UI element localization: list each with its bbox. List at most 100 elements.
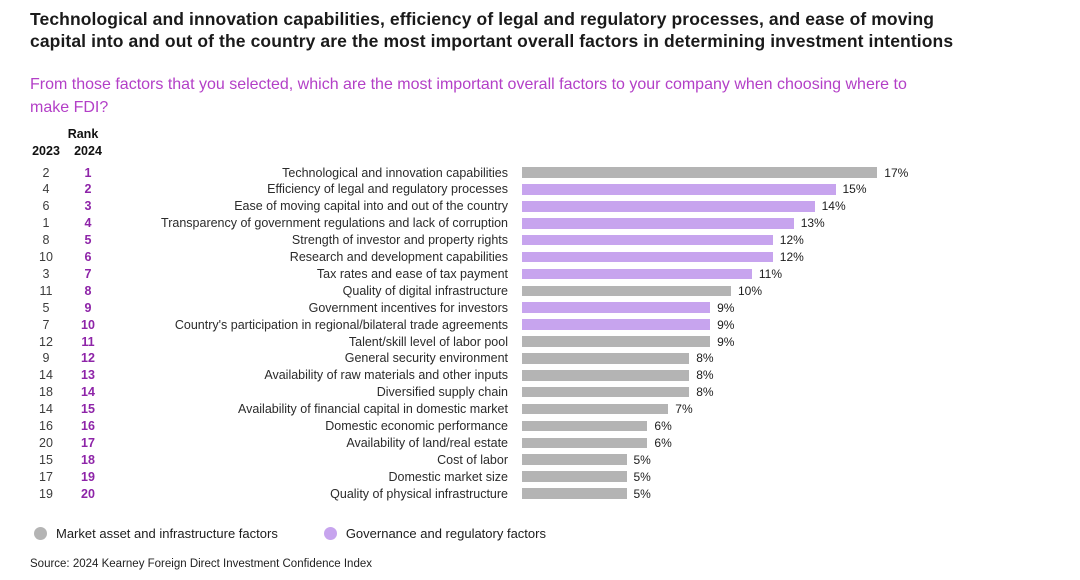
chart-row: 12 11 Talent/skill level of labor pool 9%	[28, 333, 1080, 350]
chart-rows: 2 1 Technological and innovation capabilit…	[28, 164, 1080, 502]
category-label: Tax rates and ease of tax payment	[316, 266, 508, 281]
rank-2023-value: 15	[39, 452, 53, 467]
rank-2023-value: 6	[42, 199, 50, 214]
rank-2023-value: 10	[39, 250, 53, 265]
category-label: Research and development capabilities	[289, 250, 508, 265]
value-label: 5%	[633, 452, 651, 467]
bar-area: 9%	[522, 335, 1080, 349]
bar-area: 8%	[522, 385, 1080, 399]
bar-area: 12%	[522, 233, 1080, 247]
value-label: 9%	[717, 317, 735, 332]
rank-2023-value: 2	[42, 165, 50, 180]
category-label: Availability of raw materials and other …	[264, 368, 508, 383]
value-label: 17%	[884, 165, 909, 180]
rank-header-title: Rank	[67, 127, 99, 142]
bar	[522, 319, 711, 330]
rank-header: Rank 2023 2024	[28, 127, 112, 158]
rank-2024-value: 19	[81, 469, 95, 484]
value-label: 8%	[696, 385, 714, 400]
chart-row: 3 7 Tax rates and ease of tax payment 11%	[28, 266, 1080, 283]
rank-2024-value: 8	[84, 283, 92, 298]
chart-row: 5 9 Government incentives for investors 9%	[28, 299, 1080, 316]
bar	[522, 437, 648, 449]
rank-2024-value: 9	[84, 300, 92, 315]
rank-2023-value: 5	[42, 300, 50, 315]
category-label: Domestic economic performance	[325, 418, 508, 433]
rank-2024-value: 11	[81, 334, 95, 349]
survey-question: From those factors that you selected, wh…	[30, 75, 907, 116]
bar	[522, 403, 669, 415]
category-label: General security environment	[344, 351, 508, 366]
category-label: Quality of digital infrastructure	[342, 283, 508, 298]
legend: Market asset and infrastructure factors …	[34, 526, 1080, 541]
bar	[522, 370, 690, 381]
category-label: Cost of labor	[437, 452, 508, 467]
category-label: Strength of investor and property rights	[291, 233, 508, 248]
rank-2023-value: 1	[42, 216, 50, 231]
category-label: Talent/skill level of labor pool	[348, 334, 508, 349]
value-label: 13%	[800, 216, 825, 231]
rank-2023-value: 12	[39, 334, 53, 349]
legend-item-governance: Governance and regulatory factors	[323, 525, 546, 541]
category-label: Availability of financial capital in dom…	[237, 402, 508, 417]
value-label: 6%	[654, 418, 672, 433]
chart-row: 10 6 Research and development capabilities…	[28, 249, 1080, 266]
rank-2023-value: 18	[39, 385, 53, 400]
chart-row: 19 20 Quality of physical infrastructure 5%	[28, 485, 1080, 502]
bar-area: 5%	[522, 453, 1080, 467]
bar	[522, 234, 773, 246]
rank-2023-value: 11	[39, 283, 53, 298]
bar-area: 7%	[522, 402, 1080, 416]
bar-area: 14%	[522, 199, 1080, 213]
category-label: Ease of moving capital into and out of t…	[234, 199, 508, 214]
chart-row: 15 18 Cost of labor 5%	[28, 451, 1080, 468]
chart-row: 17 19 Domestic market size 5%	[28, 468, 1080, 485]
rank-2024-value: 14	[81, 385, 95, 400]
bar-area: 6%	[522, 436, 1080, 450]
legend-dot-market-icon	[34, 526, 47, 540]
bar	[522, 201, 815, 212]
category-label: Quality of physical infrastructure	[330, 486, 508, 501]
bar	[522, 184, 836, 195]
bar-area: 11%	[522, 267, 1080, 281]
rank-col-2023: 2023	[32, 144, 60, 159]
rank-2024-value: 15	[81, 402, 95, 417]
category-label: Government incentives for investors	[308, 300, 508, 315]
value-label: 9%	[717, 334, 735, 349]
value-label: 8%	[696, 368, 714, 383]
bar-area: 8%	[522, 351, 1080, 365]
bar-area: 10%	[522, 284, 1080, 298]
chart-row: 8 5 Strength of investor and property righ…	[28, 232, 1080, 249]
category-label: Transparency of government regulations a…	[161, 216, 508, 231]
chart-row: 9 12 General security environment 8%	[28, 350, 1080, 367]
bar	[522, 454, 627, 465]
rank-year-columns: 2023 2024	[28, 144, 112, 158]
rank-2024-value: 4	[84, 216, 92, 231]
bar	[522, 218, 794, 229]
value-label: 11%	[758, 266, 783, 281]
bar	[522, 336, 711, 347]
bar	[522, 353, 690, 364]
bar	[522, 251, 773, 263]
rank-col-2024: 2024	[74, 144, 102, 159]
rank-2024-value: 2	[84, 182, 92, 197]
rank-2024-value: 13	[81, 368, 95, 383]
value-label: 5%	[633, 469, 651, 484]
legend-item-market: Market asset and infrastructure factors	[34, 526, 278, 541]
bar-area: 8%	[522, 368, 1080, 382]
category-label: Availability of land/real estate	[346, 435, 508, 450]
value-label: 8%	[696, 351, 714, 366]
rank-2024-value: 10	[81, 317, 95, 332]
legend-label-governance: Governance and regulatory factors	[345, 525, 546, 541]
category-label: Domestic market size	[388, 469, 508, 484]
legend-dot-governance-icon	[323, 526, 337, 540]
rank-2024-value: 5	[84, 233, 92, 248]
chart-row: 14 15 Availability of financial capital in…	[28, 401, 1080, 418]
bar	[522, 302, 711, 313]
rank-2023-value: 14	[39, 368, 53, 383]
bar-area: 15%	[522, 182, 1080, 196]
value-label: 10%	[738, 283, 763, 298]
bar	[522, 386, 690, 398]
rank-2024-value: 3	[84, 199, 92, 214]
